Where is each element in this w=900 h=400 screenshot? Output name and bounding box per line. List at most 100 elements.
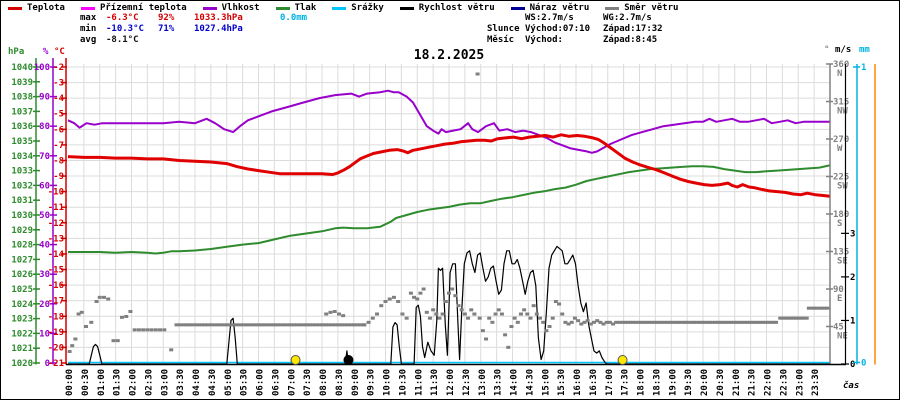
axis-tick-label: 1039 <box>11 78 33 88</box>
time-tick-label: 04:00 <box>192 369 202 396</box>
legend-label: Tlak <box>294 3 317 13</box>
axis-tick-label: 1026 <box>11 270 33 280</box>
time-tick-label: 11:00 <box>414 369 424 396</box>
axis-tick-label: 80 <box>39 122 50 132</box>
axis-tick-label: -19 <box>48 328 64 338</box>
axis-tick-label: -16 <box>48 281 64 291</box>
stats-avg-row: avg -8.1°C <box>80 35 307 46</box>
stats-max-temp: -6.3°C <box>106 13 139 23</box>
legend-item-wind-gust: Náraz větru <box>510 3 590 13</box>
time-tick-label: 02:00 <box>129 369 139 396</box>
axis-tick-label: 1034 <box>11 152 33 162</box>
axis-tick-label: -11 <box>48 203 64 213</box>
time-tick-label: 13:30 <box>494 369 504 396</box>
axis-tick-label: 100 <box>34 63 50 73</box>
time-tick-label: 00:00 <box>65 369 75 396</box>
axis-tick-label: -18 <box>48 312 64 322</box>
sun-moon-block: WS:2.7m/s WG:2.7m/s Slunce Východ:07:10 Záp… <box>487 13 663 46</box>
time-tick-label: 19:00 <box>668 369 678 396</box>
pressure-swatch-icon <box>275 6 290 10</box>
time-tick-label: 21:30 <box>748 369 758 396</box>
time-tick-label: 13:00 <box>478 369 488 396</box>
axis-tick-label: -10 <box>48 188 64 198</box>
axis-hum: % 0 10 20 30 40 50 60 70 80 90 100 <box>34 47 57 369</box>
time-tick-label: 21:00 <box>732 369 742 396</box>
axis-tick-label: 60 <box>39 181 50 191</box>
axis-tick-label: -8 <box>53 156 64 166</box>
axis-tick-label: 90 <box>39 93 50 103</box>
axis-wind: m/s 0 1 2 3 <box>835 45 855 370</box>
legend-item-humidity: Vlhkost <box>202 3 260 13</box>
time-tick-label: 18:00 <box>637 369 647 396</box>
moon-label: Měsíc <box>487 35 515 45</box>
sunrise-time: Východ:07:10 <box>525 24 591 34</box>
axis-temp: °C -2 -3 -4 -5 -6 -7 -8 -9 -10 -11 -12 -13 -14 -15 -16 -… <box>48 47 67 369</box>
axis-tick-label: 270 <box>833 135 849 145</box>
axis-tick-label: -14 <box>48 250 65 260</box>
axis-tick-label: 1040 <box>11 63 33 73</box>
time-tick-label: 05:00 <box>224 369 234 396</box>
wind-stats-row: WS:2.7m/s WG:2.7m/s <box>487 13 663 24</box>
time-tick-label: 05:30 <box>240 369 250 396</box>
axis-tick-label: -20 <box>48 343 64 353</box>
axis-tick-label: -13 <box>48 234 64 244</box>
wind-gust-swatch-icon <box>510 6 525 10</box>
axis-tick-label: 1033 <box>11 167 33 177</box>
legend-item-ground-temperature: Přízemní teplota <box>80 3 187 13</box>
axis-tick-label: 0 <box>861 359 866 369</box>
time-tick-label: 08:00 <box>319 369 329 396</box>
axis-tick-label: 1038 <box>11 93 33 103</box>
axis-tick-label: SW <box>837 182 848 192</box>
time-tick-label: 16:30 <box>589 369 599 396</box>
stats-min-row: min -10.3°C 71% 1027.4hPa <box>80 24 307 35</box>
markers <box>290 355 628 365</box>
axis-tick-label: 1029 <box>11 226 33 236</box>
time-tick-label: 18:30 <box>652 369 662 396</box>
time-tick-label: 01:30 <box>113 369 123 396</box>
legend-label: Srážky <box>351 3 384 13</box>
axis-tick-label: 2 <box>850 273 855 283</box>
wind-gust-stat: WG:2.7m/s <box>603 13 652 23</box>
stats-block: max -6.3°C 92% 1033.3hPa 0.0mm min -10.3°C 71%… <box>80 13 307 46</box>
legend-item-wind-direction: Směr větru <box>605 3 678 13</box>
wind-speed-swatch-icon <box>399 6 414 10</box>
axis-tick-label: 40 <box>39 241 50 251</box>
sun-row: Slunce Východ:07:10 Západ:17:32 <box>487 24 663 35</box>
axis-tick-label: 1028 <box>11 241 33 251</box>
time-tick-label: 11:30 <box>430 369 440 396</box>
axis-tick-label: 45 <box>833 323 844 333</box>
axis-tick-label: -6 <box>53 125 64 135</box>
time-tick-label: 12:30 <box>462 369 472 396</box>
legend-item-temperature: Teplota <box>8 3 65 13</box>
axis-tick-label: 1037 <box>11 107 33 117</box>
axis-tick-label: 315 <box>833 98 849 108</box>
stats-min-label: min <box>80 24 97 34</box>
legend-label: Vlhkost <box>221 3 260 13</box>
time-axis-title: čas <box>843 380 859 391</box>
axis-tick-label: 10 <box>39 329 50 339</box>
axis-tick-label: 1036 <box>11 122 33 132</box>
axis-temp-title: °C <box>54 47 65 57</box>
stats-min-pressure: 1027.4hPa <box>194 24 243 34</box>
axis-tick-label: 30 <box>39 270 50 280</box>
stats-avg-temp: -8.1°C <box>106 35 139 45</box>
axis-tick-label: -5 <box>53 110 64 120</box>
time-tick-label: 12:00 <box>446 369 456 396</box>
wind-direction-swatch-icon <box>605 6 620 10</box>
legend-label: Rychlost větru <box>418 3 495 13</box>
stats-min-temp: -10.3°C <box>106 24 144 34</box>
pressure-line <box>68 164 830 255</box>
time-tick-label: 17:00 <box>605 369 615 396</box>
precipitation-swatch-icon <box>332 6 347 10</box>
axis-tick-label: E <box>837 294 842 304</box>
moonset-marker <box>343 355 354 365</box>
sunset-time: Západ:17:32 <box>603 24 663 34</box>
time-tick-label: 22:00 <box>764 369 774 396</box>
time-tick-label: 10:00 <box>383 369 393 396</box>
legend-label: Náraz větru <box>529 3 590 13</box>
axis-tick-label: S <box>837 219 842 229</box>
axis-pres: hPa 1020 1021 1022 1023 1024 1025 1026 1027 1028 1… <box>8 47 40 369</box>
temperature-line <box>67 133 830 198</box>
axis-tick-label: -4 <box>53 94 64 104</box>
ground-temperature-swatch-icon <box>80 6 95 10</box>
